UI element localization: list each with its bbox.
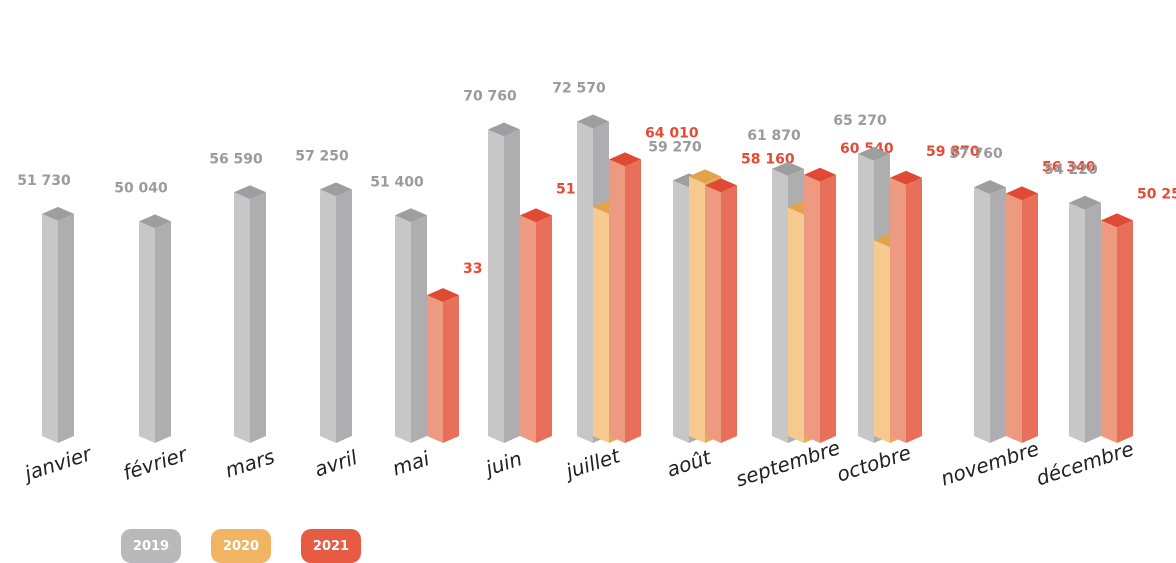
month-label-10: novembre [938, 436, 1042, 490]
bar-2021-9 [890, 170, 922, 444]
value-label-2021-9: 59 870 [926, 144, 980, 160]
month-label-4: mai [389, 446, 432, 480]
bar-2021-11 [1101, 213, 1133, 443]
month-label-9: octobre [834, 440, 914, 486]
value-label-2019-4: 51 400 [370, 174, 424, 190]
value-label-2019-3: 57 250 [295, 148, 349, 164]
month-label-3: avril [311, 445, 360, 481]
bar-2019-5 [488, 122, 520, 443]
value-label-2019-6: 72 570 [552, 81, 606, 97]
value-label-2021-10: 56 340 [1042, 159, 1096, 175]
value-label-2019-10: 57 760 [949, 146, 1003, 162]
bar-2021-8 [804, 167, 836, 443]
bar-2019-11 [1069, 195, 1101, 443]
month-group-0: 51 730 janvier [17, 173, 96, 486]
month-label-2: mars [222, 444, 277, 482]
bar-2019-10 [974, 180, 1006, 443]
month-group-1: 50 040 février [114, 180, 191, 485]
month-label-8: septembre [733, 435, 843, 491]
legend: 2019 2020 2021 [121, 529, 361, 563]
legend-badge-2020: 2020 [211, 529, 271, 563]
bar-2021-10 [1006, 186, 1038, 443]
month-group-11: 54 220 50 250 décembre [1033, 162, 1176, 491]
month-group-9: 65 270 59 870 octobre [833, 113, 980, 487]
value-label-2019-1: 50 040 [114, 180, 168, 196]
month-label-7: août [664, 445, 715, 482]
month-label-5: juin [480, 446, 525, 481]
value-label-2019-2: 56 590 [209, 151, 263, 167]
month-group-7: 59 270 58 160 août [648, 139, 795, 481]
month-label-6: juillet [560, 443, 624, 484]
value-label-2019-0: 51 730 [17, 173, 71, 189]
bar-2021-5 [520, 208, 552, 443]
value-label-2021-7: 58 160 [741, 151, 795, 167]
bar-2019-2 [234, 185, 266, 443]
month-label-0: janvier [19, 441, 96, 486]
month-group-6: 72 570 64 010 juillet [552, 81, 699, 485]
value-label-2019-9: 65 270 [833, 113, 887, 129]
bar-2019-1 [139, 214, 171, 443]
value-label-2021-11: 50 250 [1137, 186, 1176, 202]
month-group-10: 57 760 56 340 novembre [938, 146, 1096, 490]
month-group-3: 57 250 avril [295, 148, 360, 481]
bar-2021-7 [705, 178, 737, 443]
value-label-2019-5: 70 760 [463, 89, 517, 105]
value-label-2019-11: 54 220 [1044, 162, 1098, 178]
month-label-1: février [120, 441, 191, 485]
value-label-2019-7: 59 270 [648, 139, 702, 155]
bar-2019-4 [395, 208, 427, 443]
bar-2019-3 [320, 182, 352, 443]
month-group-2: 56 590 mars [209, 151, 277, 482]
legend-badge-2019: 2019 [121, 529, 181, 563]
bar-2021-6 [609, 152, 641, 443]
bar-2019-0 [42, 206, 74, 443]
bar-2021-4 [427, 288, 459, 443]
value-label-2019-8: 61 870 [747, 128, 801, 144]
legend-badge-2021: 2021 [301, 529, 361, 563]
month-label-11: décembre [1033, 436, 1136, 490]
value-label-2021-6: 64 010 [645, 125, 699, 141]
